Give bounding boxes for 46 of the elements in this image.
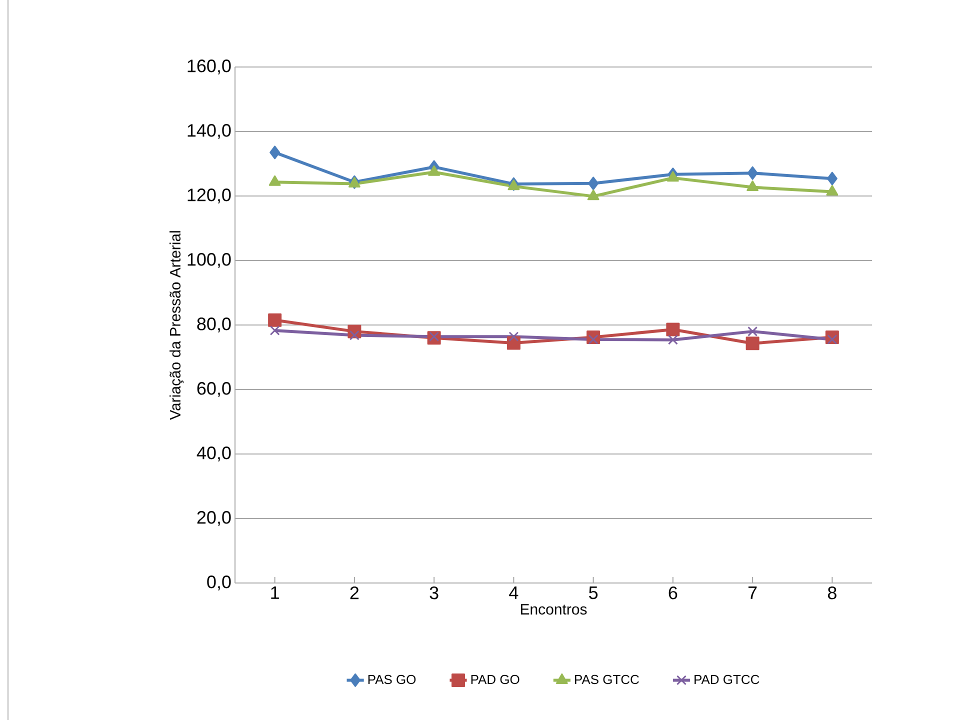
y-tick-label: 0,0 [207, 576, 231, 590]
point [588, 176, 599, 190]
point [429, 332, 440, 342]
y-tick-label: 120,0 [188, 188, 231, 204]
point [748, 326, 758, 336]
y-tick-label: 20,0 [197, 511, 231, 526]
x-tick-label: 2 [350, 586, 359, 600]
point [746, 336, 760, 350]
x-tick-label: 6 [668, 586, 678, 600]
point [747, 166, 758, 180]
point [268, 175, 281, 186]
y-tick-label: 160,0 [188, 60, 231, 74]
x-tick-label: 5 [589, 586, 598, 600]
y-tick-label: 60,0 [197, 382, 231, 397]
legend-label: PAD GO [471, 674, 520, 684]
point [826, 172, 838, 186]
y-tick-label: 80,0 [197, 318, 231, 332]
y-tick-label: 140,0 [188, 124, 231, 139]
legend-label: PAD GTCC [694, 674, 760, 684]
legend-label: PAS GTCC [575, 674, 639, 684]
point [746, 180, 759, 192]
point [666, 171, 679, 182]
point [268, 313, 282, 327]
point [668, 334, 678, 345]
x-tick-label: 1 [271, 586, 279, 599]
point [270, 146, 280, 160]
x-tick-label: 3 [430, 586, 438, 600]
y-tick-label: 100,0 [188, 253, 231, 268]
y-tick-label: 40,0 [196, 446, 231, 462]
x-axis-title: Encontros [520, 604, 587, 615]
point [428, 165, 440, 176]
point [587, 190, 600, 200]
point [827, 334, 838, 344]
point [826, 185, 838, 196]
point [588, 334, 598, 344]
point [349, 330, 360, 340]
legend-label: PAS GO [368, 674, 416, 684]
point [506, 336, 520, 350]
x-tick-label: 8 [828, 586, 836, 600]
x-tick-label: 7 [748, 586, 757, 599]
y-axis-title: Variação da Pressão Arterial [170, 231, 184, 420]
point [270, 325, 280, 336]
point [666, 322, 680, 336]
point [508, 180, 520, 190]
x-tick-label: 4 [509, 586, 518, 599]
point [508, 332, 519, 342]
